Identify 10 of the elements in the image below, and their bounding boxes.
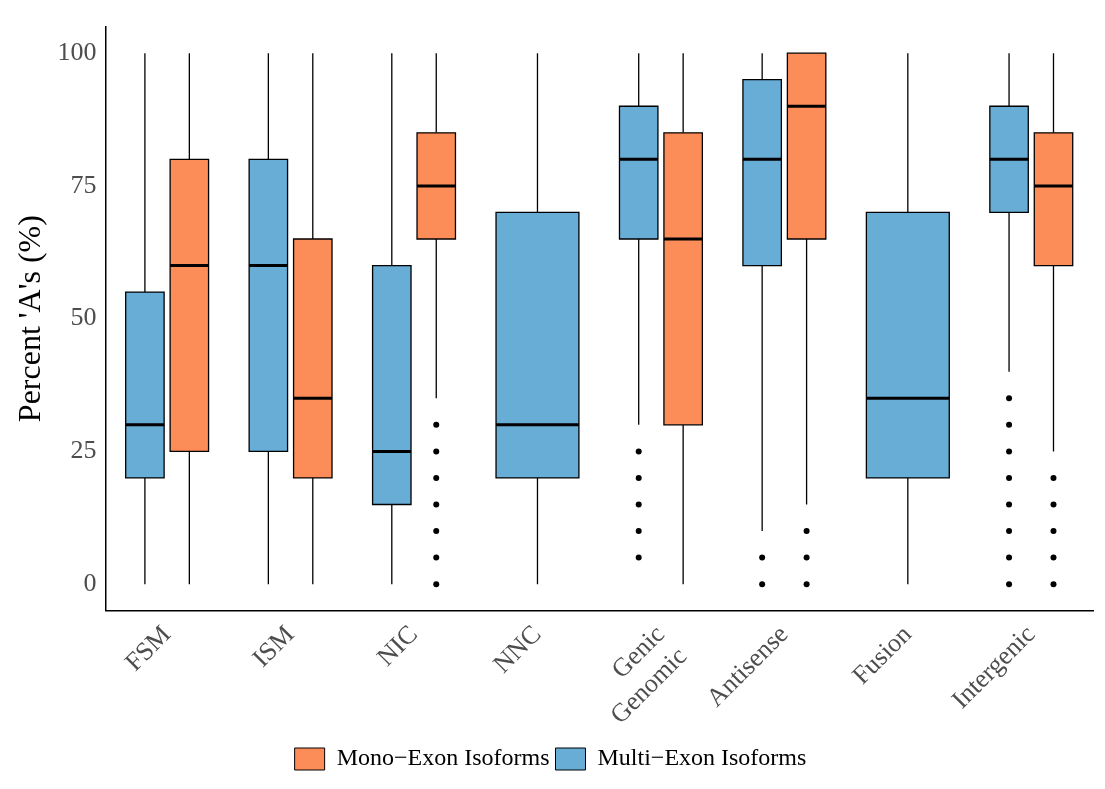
y-axis-title: Percent 'A's (%) [10, 215, 47, 423]
y-tick-label: 75 [70, 169, 97, 199]
legend-label: Multi−Exon Isoforms [597, 744, 807, 771]
x-tick-label: NIC [370, 619, 424, 672]
y-tick-label: 50 [70, 302, 97, 332]
y-tick-label: 25 [70, 435, 97, 465]
x-tick-label: ISM [246, 619, 300, 673]
legend-label: Mono−Exon Isoforms [336, 744, 550, 771]
y-tick-label: 0 [83, 567, 97, 597]
y-tick-label: 100 [57, 36, 97, 66]
